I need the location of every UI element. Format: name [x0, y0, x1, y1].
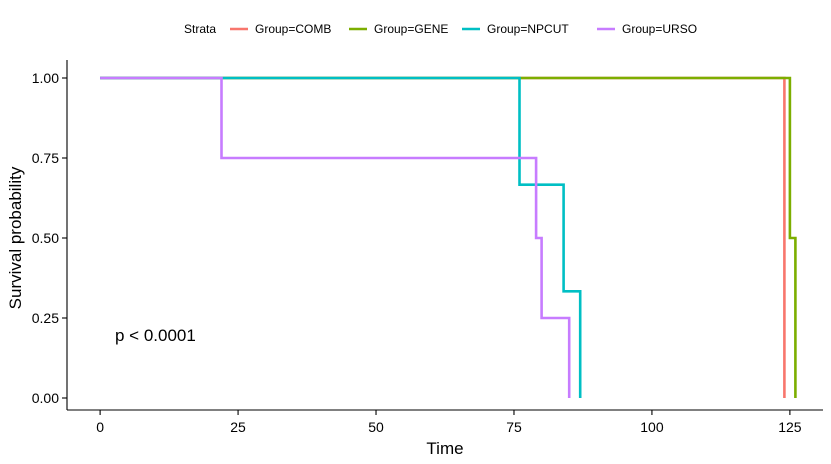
y-axis-title: Survival probability	[6, 166, 25, 309]
x-tick-label-2: 50	[368, 419, 384, 435]
x-tick-label-0: 0	[96, 419, 104, 435]
legend-label-0: Group=COMB	[255, 22, 331, 36]
legend-label-2: Group=NPCUT	[487, 22, 569, 36]
legend: Strata Group=COMB Group=GENE Group=NPCUT Gr…	[184, 22, 697, 36]
y-tick-label-2: 0.50	[32, 230, 59, 246]
series-line-3	[100, 76, 571, 398]
y-tick-label-0: 0.00	[32, 390, 59, 406]
y-tick-label-1: 0.25	[32, 310, 59, 326]
x-tick-label-5: 125	[778, 419, 802, 435]
y-tick-label-3: 0.75	[32, 150, 59, 166]
axes	[66, 60, 823, 411]
x-axis-title: Time	[426, 439, 463, 458]
x-tick-label-1: 25	[230, 419, 246, 435]
p-value-annotation: p < 0.0001	[115, 326, 196, 345]
series-line-2	[100, 76, 582, 398]
series-line-1	[100, 76, 797, 398]
series-layer	[100, 76, 797, 398]
legend-label-3: Group=URSO	[622, 22, 697, 36]
y-tick-label-4: 1.00	[32, 70, 59, 86]
legend-title: Strata	[184, 22, 216, 36]
legend-label-1: Group=GENE	[374, 22, 448, 36]
x-tick-label-3: 75	[506, 419, 522, 435]
x-tick-label-4: 100	[640, 419, 664, 435]
ticks: 0 25 50 75 100 125 0.00 0.25 0.50 0.75 1.00	[32, 70, 802, 435]
series-line-0	[100, 76, 786, 398]
